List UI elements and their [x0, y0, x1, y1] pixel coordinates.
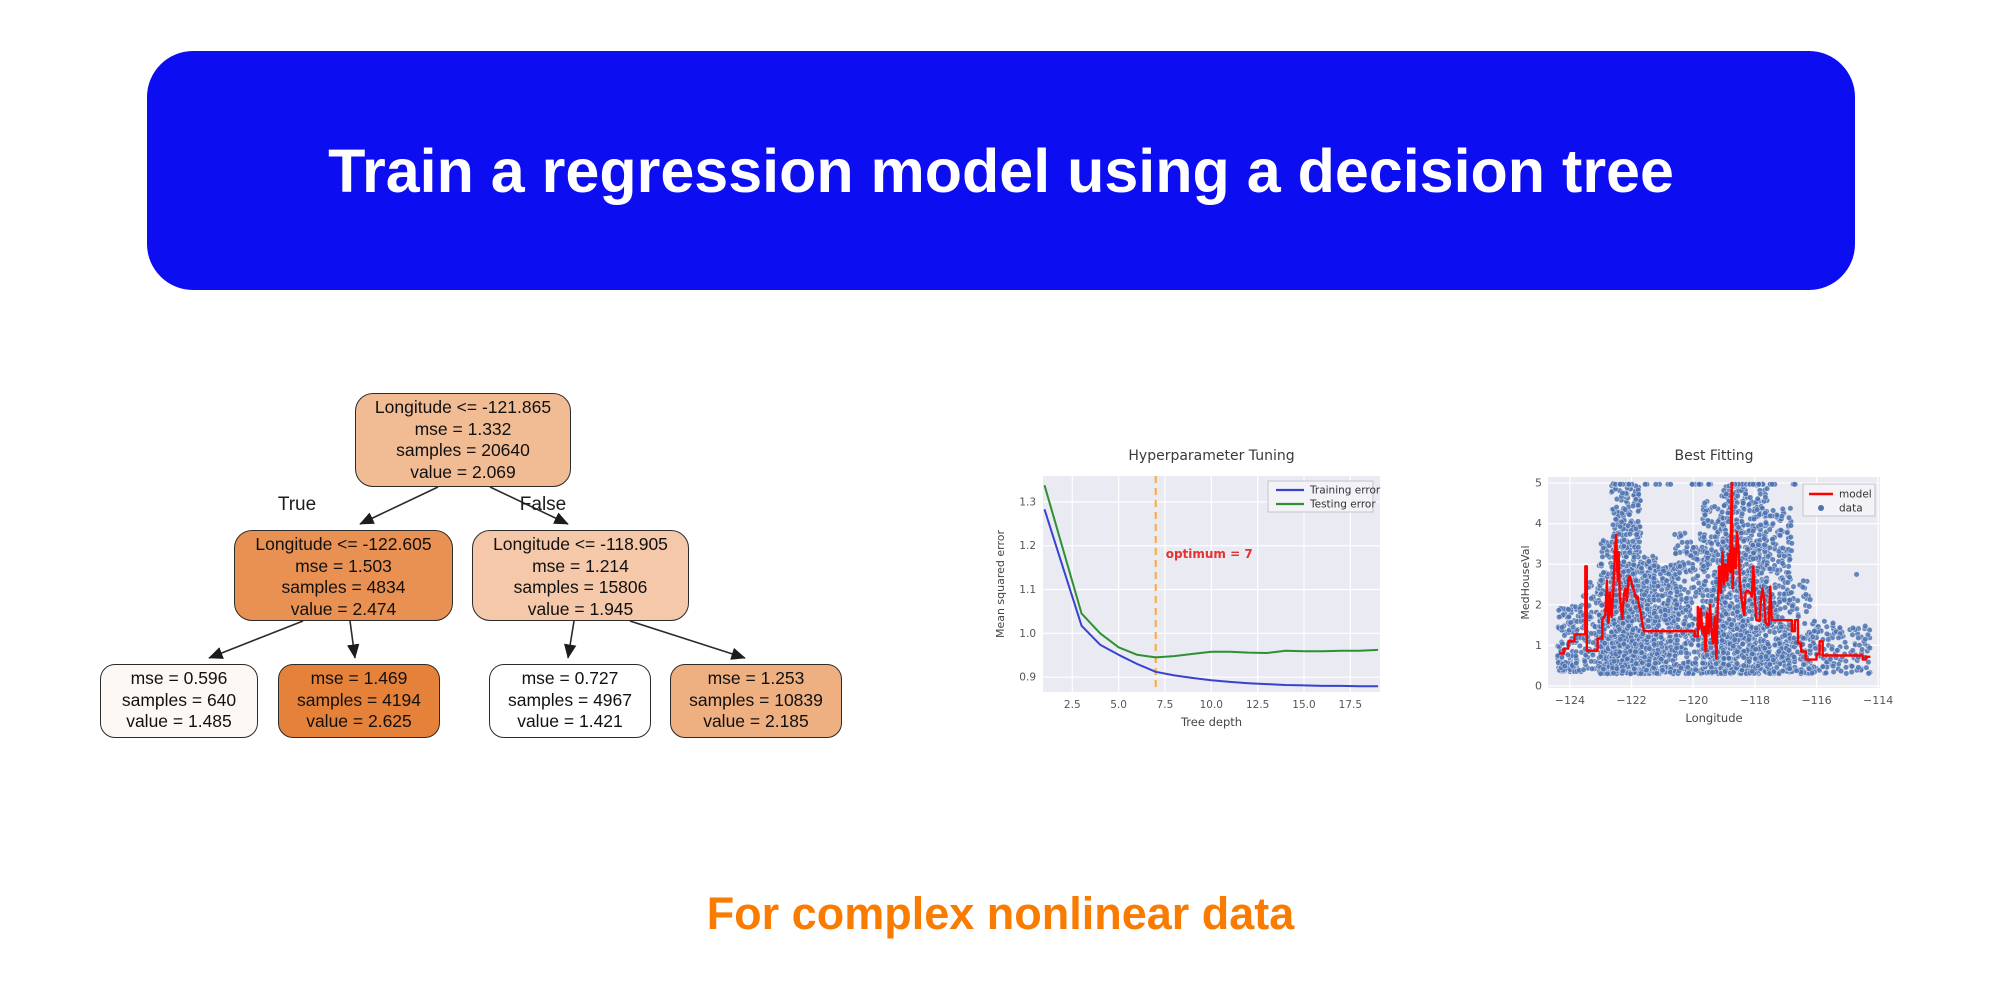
chart-text: 1.1 [1019, 584, 1036, 596]
tree-node-line: mse = 1.214 [532, 555, 629, 576]
chart-text: 1 [1535, 639, 1542, 652]
chart-text: 0.9 [1019, 672, 1036, 684]
tree-node-line: value = 1.485 [126, 711, 232, 732]
chart-text: Longitude [1685, 711, 1742, 725]
tree-node-line: mse = 1.503 [295, 555, 392, 576]
series-line-testing [1043, 484, 1379, 659]
tree-node-line: samples = 20640 [396, 440, 530, 461]
chart-text: 10.0 [1200, 699, 1223, 711]
hyperparameter-tuning-chart: 2.5 5.0 7.5 10.0 12.5 15.0 17.5 0.9 1.0 1.1 1.2 1.3… [994, 448, 1381, 729]
model-line [1559, 481, 1871, 661]
tree-node-line: mse = 1.332 [414, 418, 512, 439]
chart-text: Mean squared error [994, 530, 1007, 639]
chart-text: −118 [1740, 694, 1770, 707]
optimum-annotation: optimum = 7 [1166, 547, 1253, 561]
tree-node-line: value = 2.625 [306, 711, 412, 732]
tree-edge [346, 620, 360, 659]
tree-node-line: samples = 15806 [513, 577, 648, 598]
tree-node-line: Longitude <= -122.605 [255, 534, 432, 554]
chart-text: 1.3 [1019, 496, 1036, 508]
chart-text: −124 [1555, 694, 1585, 707]
chart-text: 5.0 [1110, 699, 1127, 711]
chart-text: −116 [1801, 694, 1831, 707]
slide-caption: For complex nonlinear data [706, 888, 1295, 939]
tree-node-l2r: Longitude <= -118.905 mse = 1.214 samples … [472, 530, 689, 621]
edge-label-false: False [519, 494, 567, 515]
tree-node-line: Longitude <= -118.905 [493, 534, 668, 554]
slide-title: Train a regression model using a decisio… [328, 136, 1674, 205]
tree-node-line: value = 2.185 [703, 711, 809, 732]
chart-text: 4 [1535, 517, 1542, 530]
legend-box [1267, 480, 1374, 513]
chart-text: 12.5 [1246, 699, 1269, 711]
tree-node-root: Longitude <= -121.865 mse = 1.332 samples … [355, 393, 571, 487]
tree-node-leaf1: mse = 0.596 samples = 640 value = 1.485 [100, 664, 258, 738]
tree-node-line: mse = 1.253 [707, 668, 805, 688]
chart-text: 17.5 [1339, 699, 1362, 711]
chart-text: 2 [1535, 598, 1542, 611]
tree-node-line: value = 2.069 [410, 461, 516, 482]
chart-text: Best Fitting [1674, 448, 1753, 464]
chart-text: 2.5 [1064, 699, 1081, 711]
tree-node-line: samples = 640 [121, 689, 237, 710]
tree-node-leaf4: mse = 1.253 samples = 10839 value = 2.185 [670, 664, 842, 738]
tree-node-line: value = 1.421 [517, 711, 623, 732]
chart-text: 7.5 [1157, 699, 1174, 711]
tree-node-leaf3: mse = 0.727 samples = 4967 value = 1.421 [489, 664, 651, 738]
chart-text: −114 [1863, 694, 1893, 707]
legend-dot [1818, 505, 1824, 511]
title-banner: Train a regression model using a decisio… [147, 51, 1855, 290]
tree-node-line: mse = 0.596 [130, 668, 228, 688]
tree-node-line: value = 1.945 [527, 598, 634, 619]
chart-text: MedHouseVal [1520, 545, 1532, 619]
tree-node-line: samples = 10839 [689, 689, 823, 710]
best-fitting-chart: −124 −122 −120 −118 −116 −114 0 1 2 3 4 5 Best Fitti… [1520, 448, 1893, 725]
chart-text: Tree depth [1180, 715, 1242, 729]
tree-edge [208, 620, 304, 659]
chart-text: 3 [1535, 558, 1542, 571]
chart-text: 15.0 [1292, 699, 1315, 711]
legend-label: data [1839, 503, 1863, 515]
tree-node-line: samples = 4967 [507, 689, 633, 710]
tree-node-leaf2: mse = 1.469 samples = 4194 value = 2.625 [278, 664, 440, 738]
tree-node-line: samples = 4194 [296, 689, 422, 710]
tree-node-line: value = 2.474 [290, 598, 397, 619]
tree-node-line: samples = 4834 [281, 577, 406, 598]
chart-text: 1.2 [1019, 540, 1036, 552]
legend-label: Testing error [1309, 499, 1376, 511]
tree-node-line: mse = 1.469 [310, 668, 408, 688]
chart-text: 5 [1535, 477, 1542, 490]
series-line-training [1043, 508, 1379, 688]
chart-text: 0 [1535, 679, 1542, 692]
legend-box [1802, 483, 1876, 517]
legend-label: Training error [1309, 485, 1381, 497]
tree-edge [564, 620, 577, 659]
legend-label: model [1839, 489, 1872, 501]
tree-node-line: mse = 0.727 [521, 668, 619, 688]
tree-edge [359, 486, 439, 525]
edge-label-true: True [277, 494, 317, 515]
tree-node-l2l: Longitude <= -122.605 mse = 1.503 samples … [234, 530, 453, 621]
chart-text: −120 [1678, 694, 1708, 707]
tree-node-line: Longitude <= -121.865 [374, 397, 552, 417]
tree-edge [629, 620, 746, 660]
chart-text: −122 [1616, 694, 1646, 707]
chart-text: Hyperparameter Tuning [1128, 448, 1294, 464]
chart-text: 1.0 [1019, 628, 1036, 640]
